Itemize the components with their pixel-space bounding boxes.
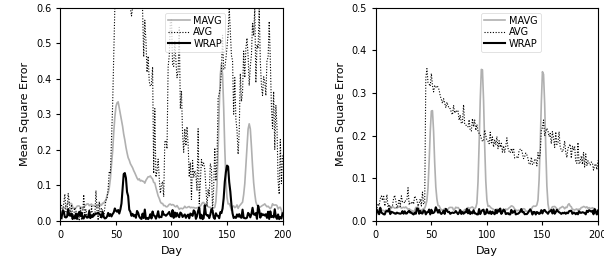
MAVG xyxy=(99,201,106,205)
MAVG xyxy=(414,205,422,209)
WRAP xyxy=(275,218,283,221)
MAVG xyxy=(387,207,394,210)
WRAP xyxy=(223,164,231,167)
AVG xyxy=(279,154,286,157)
X-axis label: Day: Day xyxy=(161,245,182,255)
MAVG xyxy=(373,213,381,216)
MAVG xyxy=(584,207,591,210)
WRAP xyxy=(279,212,286,215)
MAVG xyxy=(478,68,485,71)
MAVG xyxy=(269,202,276,205)
MAVG xyxy=(577,208,584,211)
AVG xyxy=(577,160,584,163)
MAVG xyxy=(279,212,286,215)
AVG xyxy=(100,216,108,219)
AVG xyxy=(594,159,602,162)
MAVG xyxy=(117,113,124,116)
AVG xyxy=(76,219,83,222)
WRAP xyxy=(117,208,124,211)
Y-axis label: Mean Square Error: Mean Square Error xyxy=(336,62,346,166)
Legend: MAVG, AVG, WRAP: MAVG, AVG, WRAP xyxy=(481,13,541,52)
WRAP xyxy=(261,214,268,217)
AVG xyxy=(387,206,394,209)
WRAP xyxy=(58,217,65,220)
Y-axis label: Mean Square Error: Mean Square Error xyxy=(21,62,30,166)
AVG xyxy=(423,67,431,70)
WRAP xyxy=(433,208,440,211)
WRAP xyxy=(577,211,585,214)
Legend: MAVG, AVG, WRAP: MAVG, AVG, WRAP xyxy=(165,13,225,52)
AVG xyxy=(382,201,390,204)
MAVG xyxy=(71,206,79,210)
Line: WRAP: WRAP xyxy=(62,166,283,219)
MAVG xyxy=(218,62,225,65)
WRAP xyxy=(432,206,440,209)
WRAP xyxy=(71,217,79,220)
AVG xyxy=(71,206,79,209)
MAVG xyxy=(67,202,74,205)
Line: MAVG: MAVG xyxy=(62,64,283,214)
AVG xyxy=(433,84,440,87)
MAVG xyxy=(594,212,602,215)
X-axis label: Day: Day xyxy=(476,245,498,255)
AVG xyxy=(58,203,65,206)
AVG xyxy=(262,94,269,97)
MAVG xyxy=(382,209,390,212)
WRAP xyxy=(585,209,593,212)
WRAP xyxy=(594,209,602,212)
WRAP xyxy=(99,210,106,213)
AVG xyxy=(584,159,591,162)
WRAP xyxy=(387,213,394,216)
Line: MAVG: MAVG xyxy=(377,69,598,214)
WRAP xyxy=(269,215,276,218)
AVG xyxy=(414,205,422,208)
AVG xyxy=(119,6,126,9)
MAVG xyxy=(432,185,440,189)
WRAP xyxy=(414,207,422,210)
AVG xyxy=(270,90,277,93)
Line: AVG: AVG xyxy=(377,69,598,208)
Line: AVG: AVG xyxy=(62,8,283,221)
MAVG xyxy=(58,212,65,215)
AVG xyxy=(373,206,381,210)
AVG xyxy=(67,214,74,217)
AVG xyxy=(111,6,118,9)
MAVG xyxy=(261,202,268,205)
Line: WRAP: WRAP xyxy=(377,207,598,215)
WRAP xyxy=(529,213,536,216)
WRAP xyxy=(382,210,390,213)
WRAP xyxy=(373,209,381,212)
WRAP xyxy=(67,214,74,217)
